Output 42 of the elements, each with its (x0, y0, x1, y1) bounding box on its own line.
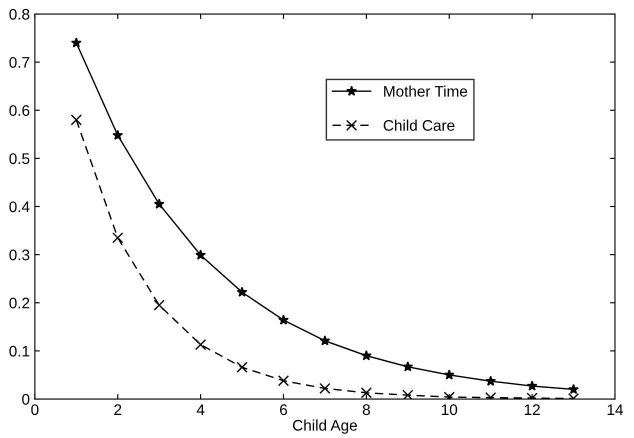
point (236, 362, 248, 373)
point (360, 387, 372, 398)
x-tick-label: 12 (524, 404, 540, 415)
x-tick-label: 0 (31, 404, 39, 416)
point (154, 198, 164, 209)
point (485, 376, 496, 386)
point (112, 232, 124, 244)
x-tick-label: 14 (608, 404, 624, 415)
legend-label: Child Care (384, 120, 454, 131)
x-tick-label: 4 (196, 404, 204, 415)
point (195, 250, 206, 260)
y-tick-label: 0.2 (9, 298, 30, 308)
point (154, 300, 165, 311)
point (402, 361, 414, 372)
point (361, 350, 372, 360)
x-tick-label: 8 (362, 404, 370, 416)
y-tick-label: 0.5 (9, 153, 30, 164)
legend-label: Mother Time (384, 86, 468, 97)
point (278, 314, 289, 325)
y-tick-label: 0.6 (9, 105, 30, 116)
x-tick-label: 10 (442, 404, 458, 416)
point (112, 130, 124, 140)
point (319, 382, 330, 394)
x-tick-label: 2 (114, 404, 122, 415)
point (70, 114, 82, 126)
x-axis-title: Child Age (293, 420, 357, 434)
y-tick-label: 0.8 (9, 8, 30, 20)
y-tick-label: 0.3 (9, 250, 30, 260)
point (195, 339, 206, 350)
point (236, 286, 248, 297)
point (402, 390, 414, 400)
point (568, 384, 579, 394)
y-tick-label: 0.1 (9, 346, 30, 357)
point (320, 335, 330, 346)
point (70, 37, 82, 48)
point (526, 380, 538, 391)
y-tick-label: 0.7 (9, 57, 30, 68)
y-tick-label: 0.4 (9, 201, 30, 212)
y-tick-label: 0 (22, 394, 30, 405)
point (444, 369, 455, 380)
point (278, 375, 290, 386)
x-tick-label: 6 (280, 404, 288, 416)
